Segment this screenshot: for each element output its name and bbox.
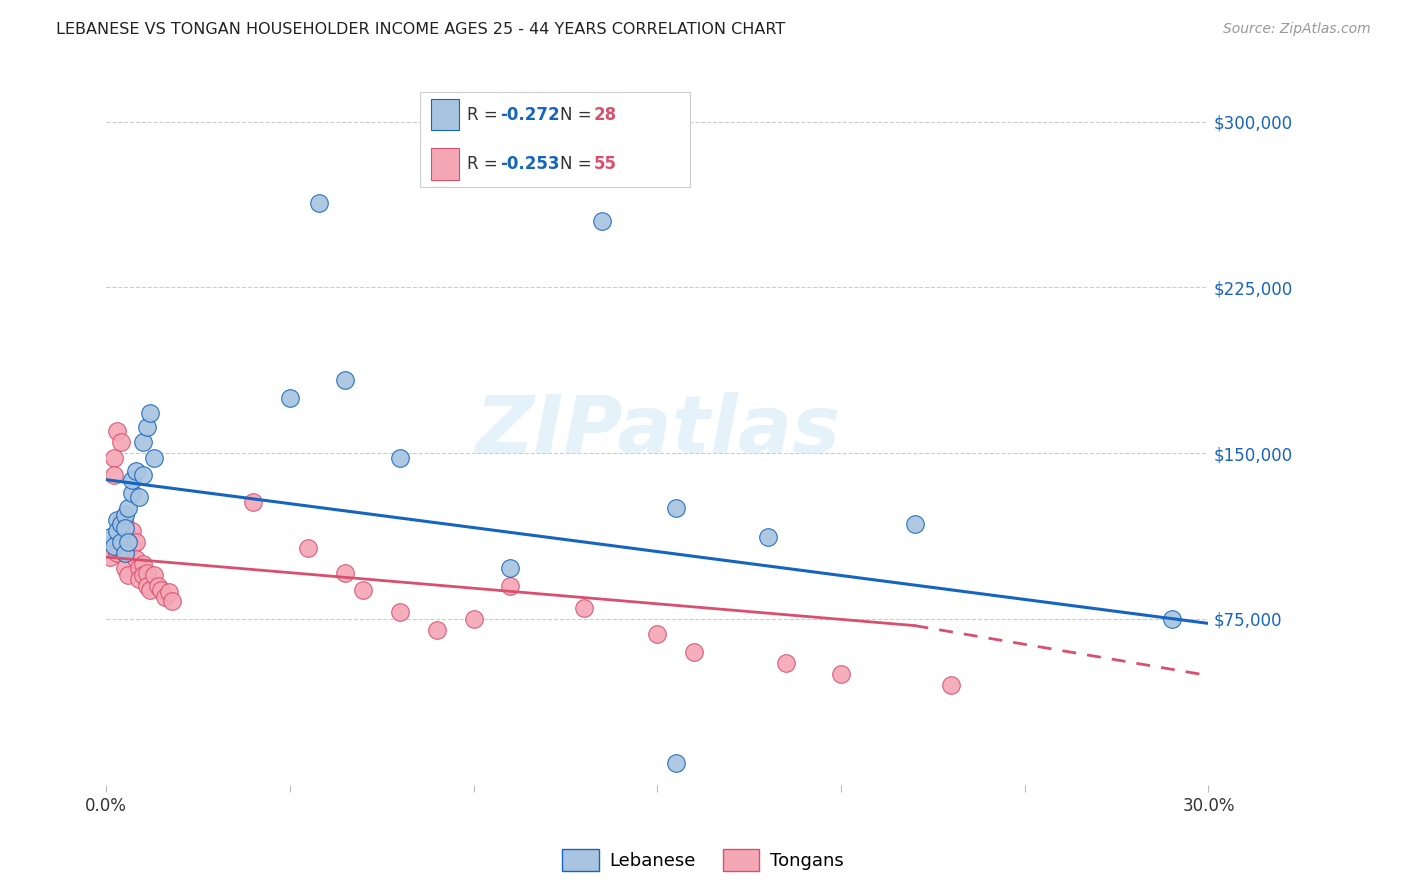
Text: Source: ZipAtlas.com: Source: ZipAtlas.com [1223, 22, 1371, 37]
Point [572, 601, 595, 615]
Point [756, 530, 779, 544]
Point [114, 561, 136, 575]
Point [128, 561, 150, 575]
Point [941, 678, 963, 692]
Point [110, 435, 132, 450]
Point [117, 567, 139, 582]
Point [242, 495, 264, 509]
Point [124, 464, 146, 478]
Point [132, 567, 155, 582]
Point [389, 605, 412, 619]
Point [105, 524, 128, 538]
Point [105, 512, 128, 526]
FancyBboxPatch shape [432, 148, 458, 180]
Text: -0.253: -0.253 [499, 155, 560, 173]
Point [117, 530, 139, 544]
Point [903, 516, 925, 531]
Point [150, 583, 173, 598]
Point [105, 546, 128, 560]
Text: N =: N = [561, 105, 598, 124]
Point [132, 557, 155, 571]
Point [124, 534, 146, 549]
Point [114, 539, 136, 553]
Point [103, 450, 125, 465]
Point [103, 468, 125, 483]
Point [157, 585, 180, 599]
Point [426, 623, 449, 637]
FancyBboxPatch shape [432, 99, 458, 130]
Point [117, 543, 139, 558]
Point [463, 612, 485, 626]
Point [683, 645, 706, 659]
Point [121, 524, 143, 538]
Point [121, 486, 143, 500]
Point [114, 516, 136, 531]
FancyBboxPatch shape [420, 92, 690, 187]
Point [333, 373, 356, 387]
Point [103, 539, 125, 553]
Point [132, 435, 155, 450]
Point [499, 579, 522, 593]
Point [499, 561, 522, 575]
Point [110, 512, 132, 526]
Point [665, 501, 688, 516]
Point [128, 572, 150, 586]
Point [110, 534, 132, 549]
Point [117, 501, 139, 516]
Point [139, 583, 162, 598]
Point [121, 539, 143, 553]
Text: R =: R = [467, 105, 503, 124]
Point [352, 583, 374, 598]
Point [128, 491, 150, 505]
Point [830, 667, 852, 681]
Text: ZIPatlas: ZIPatlas [475, 392, 839, 470]
Point [143, 567, 166, 582]
Text: R =: R = [467, 155, 503, 173]
Point [135, 566, 157, 580]
Point [114, 508, 136, 522]
Point [333, 566, 356, 580]
Point [775, 656, 797, 670]
Point [110, 530, 132, 544]
Point [114, 546, 136, 560]
Text: -0.272: -0.272 [499, 105, 560, 124]
Point [146, 579, 169, 593]
Point [139, 406, 162, 420]
Point [105, 534, 128, 549]
Text: 28: 28 [593, 105, 617, 124]
Legend: Lebanese, Tongans: Lebanese, Tongans [555, 842, 851, 879]
Point [98, 530, 121, 544]
Text: LEBANESE VS TONGAN HOUSEHOLDER INCOME AGES 25 - 44 YEARS CORRELATION CHART: LEBANESE VS TONGAN HOUSEHOLDER INCOME AG… [56, 22, 786, 37]
Point [124, 552, 146, 566]
Text: 55: 55 [593, 155, 616, 173]
Point [153, 590, 176, 604]
Point [143, 450, 166, 465]
Point [121, 473, 143, 487]
Point [105, 424, 128, 438]
Point [135, 419, 157, 434]
Point [117, 534, 139, 549]
Point [1160, 612, 1182, 626]
Point [297, 541, 319, 556]
Point [110, 543, 132, 558]
Point [98, 550, 121, 565]
Point [278, 391, 301, 405]
Point [162, 594, 184, 608]
Point [135, 579, 157, 593]
Point [591, 214, 613, 228]
Point [114, 521, 136, 535]
Point [132, 468, 155, 483]
Point [665, 756, 688, 770]
Text: N =: N = [561, 155, 598, 173]
Point [110, 516, 132, 531]
Point [647, 627, 669, 641]
Point [389, 450, 412, 465]
Point [308, 196, 330, 211]
